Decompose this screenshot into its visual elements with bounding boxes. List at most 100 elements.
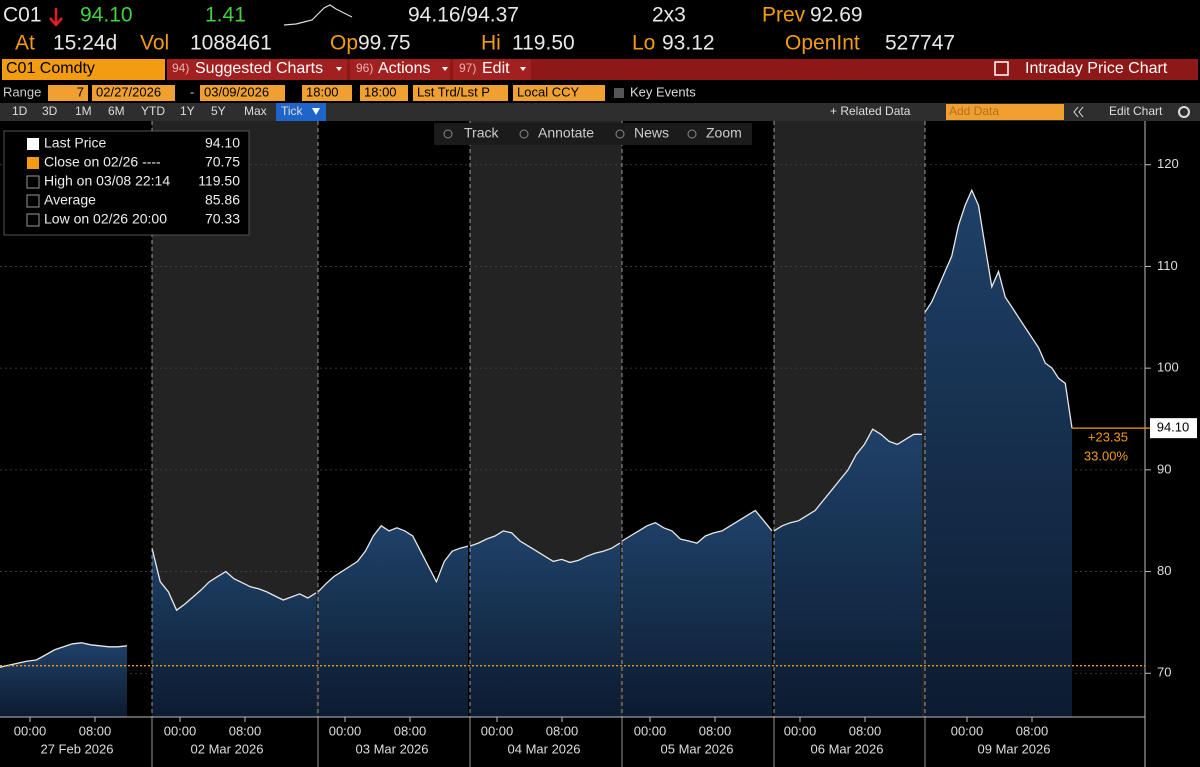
collapse-icon[interactable]	[1073, 106, 1084, 118]
price-line	[924, 188, 1073, 429]
period-button[interactable]: 1M	[75, 104, 92, 118]
x-tick-label: 08:00	[394, 723, 427, 738]
checkbox[interactable]	[614, 88, 624, 98]
quote-ticker: C01	[3, 4, 42, 27]
quote-lo: 93.12	[662, 32, 715, 55]
x-tick-label: 00:00	[329, 723, 362, 738]
chart-tool[interactable]: Zoom	[706, 125, 742, 141]
input-box[interactable]	[200, 85, 285, 101]
quote-vol-label: Vol	[140, 32, 169, 55]
input-currency[interactable]: Local CCY	[517, 84, 579, 99]
y-tick-label: 110	[1157, 258, 1178, 273]
menu-button[interactable]	[167, 59, 347, 80]
menu-label[interactable]: Edit	[482, 60, 510, 77]
menu-code[interactable]: 94)	[172, 61, 189, 75]
quote-oi: 527747	[885, 32, 955, 55]
period-button[interactable]: Max	[244, 104, 267, 118]
popout-icon[interactable]	[994, 61, 1009, 76]
security-name[interactable]: C01 Comdty	[6, 60, 95, 77]
tool-icon[interactable]	[615, 129, 625, 139]
edit-chart[interactable]: Edit Chart	[1109, 104, 1163, 118]
x-tick-label: 00:00	[481, 723, 514, 738]
down-arrow	[49, 8, 63, 27]
input-box[interactable]	[360, 85, 408, 101]
add-data[interactable]: Add Data	[949, 104, 999, 118]
range-label: Range	[3, 84, 41, 99]
key-events[interactable]: Key Events	[630, 84, 696, 99]
period-button[interactable]: 1Y	[180, 104, 195, 118]
quote-time: 15:24d	[53, 32, 117, 55]
quote-oi-label: OpenInt	[785, 32, 860, 55]
gear-icon[interactable]	[1178, 106, 1190, 118]
chart-toolbar	[434, 123, 752, 145]
period-button[interactable]: 3D	[42, 104, 58, 118]
menu-button[interactable]	[350, 59, 450, 80]
input-field[interactable]: Lst Trd/Lst P	[417, 84, 490, 99]
period-button[interactable]: Tick	[281, 104, 304, 118]
x-date-label: 03 Mar 2026	[356, 741, 429, 756]
input-start[interactable]: 02/27/2026	[96, 84, 161, 99]
input-box[interactable]	[48, 85, 88, 101]
chart-tool[interactable]: Annotate	[538, 125, 594, 141]
last-price-label: 94.10	[1157, 420, 1190, 435]
quote-op-label: Op	[330, 32, 358, 55]
price-area	[774, 429, 922, 717]
quote-prev: 92.69	[810, 4, 863, 27]
legend-label: Close on 02/26 ----	[44, 154, 161, 170]
input-end-time[interactable]: 18:00	[364, 84, 397, 99]
period-active[interactable]	[276, 103, 326, 121]
input-box[interactable]	[513, 85, 605, 101]
input-start-time[interactable]: 18:00	[306, 84, 339, 99]
menu-label[interactable]: Suggested Charts	[195, 60, 323, 77]
menu-code[interactable]: 97)	[459, 61, 476, 75]
input-days[interactable]: 7	[77, 84, 84, 99]
quote-hi-label: Hi	[481, 32, 501, 55]
period-button[interactable]: 1D	[12, 104, 28, 118]
chart-tool[interactable]: Track	[464, 125, 499, 141]
period-button[interactable]: YTD	[141, 104, 165, 118]
menu-caret	[336, 67, 342, 71]
x-date-label: 27 Feb 2026	[40, 741, 113, 756]
period-button[interactable]: 6M	[108, 104, 125, 118]
quote-change: 1.41	[205, 4, 246, 27]
quote-size: 2x3	[652, 4, 686, 27]
legend-value: 119.50	[198, 173, 240, 189]
price-area	[622, 510, 772, 717]
price-area	[925, 190, 1072, 717]
input-box[interactable]	[413, 85, 508, 101]
tool-icon[interactable]	[687, 129, 697, 139]
input-end[interactable]: 03/09/2026	[204, 84, 269, 99]
legend-swatch	[26, 194, 40, 208]
tool-icon[interactable]	[519, 129, 529, 139]
related-data[interactable]: + Related Data	[830, 104, 911, 118]
price-line	[621, 509, 773, 544]
legend-swatch	[26, 175, 40, 189]
y-tick-label: 70	[1157, 665, 1171, 680]
x-tick-label: 00:00	[951, 723, 984, 738]
period-button[interactable]: 5Y	[211, 104, 226, 118]
menu-code[interactable]: 96)	[356, 61, 373, 75]
legend-label: High on 03/08 22:14	[44, 173, 170, 189]
chart-tool[interactable]: News	[634, 125, 669, 141]
x-tick-label: 00:00	[634, 723, 667, 738]
menu-label[interactable]: Actions	[378, 60, 430, 77]
price-line	[151, 548, 317, 612]
legend-label: Average	[44, 192, 96, 208]
input-box[interactable]	[302, 85, 352, 101]
price-area	[0, 642, 127, 717]
x-tick-label: 08:00	[79, 723, 112, 738]
x-tick-label: 00:00	[14, 723, 47, 738]
x-tick-label: 00:00	[784, 723, 817, 738]
quote-last: 94.10	[80, 4, 133, 27]
tool-icon[interactable]	[443, 129, 453, 139]
x-date-label: 04 Mar 2026	[508, 741, 581, 756]
input-box[interactable]	[92, 85, 175, 101]
menu-caret	[442, 67, 448, 71]
menu-button[interactable]	[453, 59, 531, 80]
price-area	[152, 548, 316, 717]
add-data-box[interactable]	[946, 104, 1064, 120]
y-tick-label: 120	[1157, 156, 1179, 171]
security-box[interactable]	[2, 59, 165, 80]
